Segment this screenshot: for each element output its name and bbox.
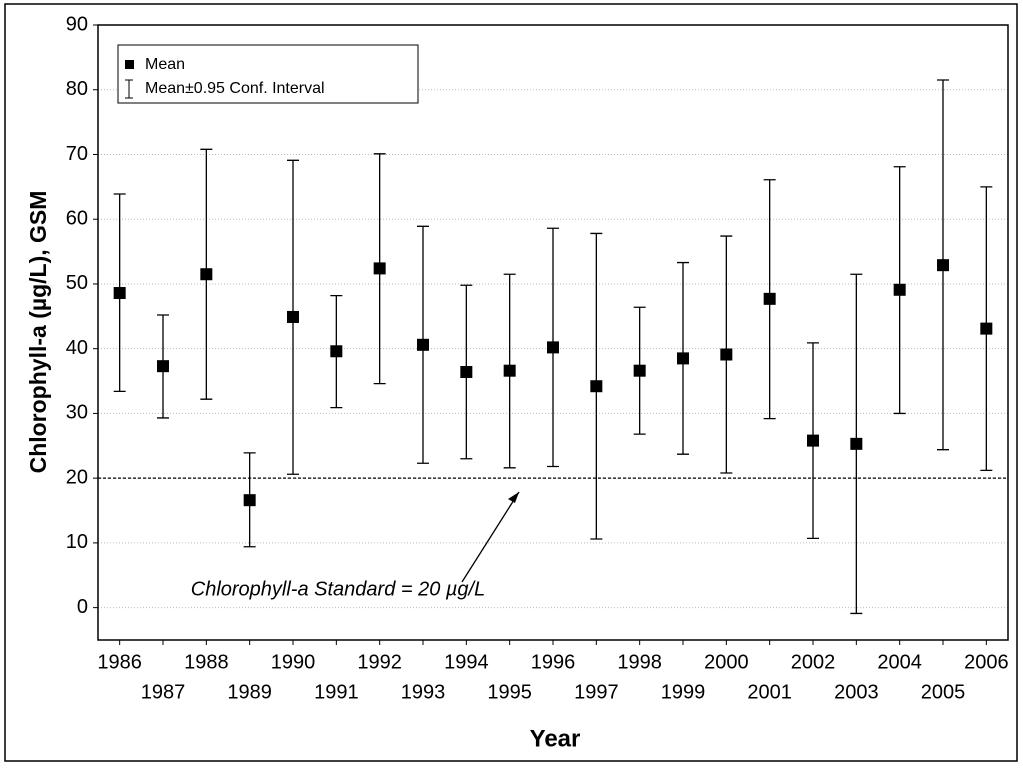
x-tick-label: 1994 bbox=[444, 651, 489, 673]
mean-marker bbox=[807, 434, 819, 447]
x-tick-label: 1998 bbox=[617, 651, 662, 673]
frame bbox=[4, 3, 1018, 762]
y-tick-label: 90 bbox=[66, 13, 88, 35]
annotation: Chlorophyll-a Standard = 20 µg/L bbox=[191, 578, 485, 600]
y-tick-label: 20 bbox=[66, 466, 88, 488]
x-tick-label: 2001 bbox=[747, 681, 792, 703]
mean-marker bbox=[763, 292, 776, 305]
x-tick-label: 1989 bbox=[227, 681, 272, 703]
mean-marker bbox=[720, 348, 733, 361]
x-tick-label: 2005 bbox=[921, 681, 966, 703]
mean-marker bbox=[113, 287, 126, 300]
x-tick-label: 1997 bbox=[574, 681, 619, 703]
legend bbox=[117, 44, 419, 104]
mean-marker bbox=[547, 341, 559, 354]
y-tick-label: 60 bbox=[66, 207, 88, 229]
y-tick-label: 10 bbox=[66, 531, 88, 553]
x-tick-label: 2000 bbox=[704, 651, 749, 673]
y-tick-label: 0 bbox=[77, 596, 88, 618]
y-tick-label: 70 bbox=[66, 143, 88, 165]
y-tick-label: 30 bbox=[66, 402, 88, 424]
y-axis-title: Chlorophyll-a (µg/L), GSM bbox=[25, 191, 51, 474]
x-tick-label: 1988 bbox=[184, 651, 229, 673]
x-tick-label: 2006 bbox=[964, 651, 1009, 673]
mean-marker bbox=[677, 352, 689, 365]
arrow-head bbox=[508, 492, 519, 503]
mean-marker bbox=[243, 494, 256, 507]
mean-marker bbox=[373, 262, 386, 275]
x-tick-label: 2002 bbox=[791, 651, 836, 673]
legend-marker bbox=[125, 60, 134, 69]
x-tick-label: 1996 bbox=[531, 651, 576, 673]
mean-marker bbox=[893, 283, 906, 296]
y-tick-label: 50 bbox=[66, 272, 88, 294]
legend-label: Mean bbox=[145, 56, 185, 73]
annotation-arrow bbox=[461, 491, 520, 583]
x-tick-label: 1992 bbox=[357, 651, 402, 673]
mean-marker bbox=[287, 310, 299, 323]
mean-marker bbox=[460, 365, 473, 378]
x-tick-label: 1993 bbox=[401, 681, 446, 703]
mean-marker bbox=[937, 259, 949, 272]
x-tick-label: 1991 bbox=[314, 681, 359, 703]
x-tick-label: 1995 bbox=[487, 681, 532, 703]
legend-label: Mean±0.95 Conf. Interval bbox=[145, 80, 325, 97]
x-tick-label: 1999 bbox=[661, 681, 706, 703]
x-axis-title: Year bbox=[530, 725, 581, 752]
mean-marker bbox=[417, 338, 429, 351]
x-tick-label: 2003 bbox=[834, 681, 879, 703]
mean-marker bbox=[503, 364, 516, 377]
x-tick-label: 1987 bbox=[141, 681, 186, 703]
legend-errorbar bbox=[125, 79, 133, 99]
x-tick-label: 2004 bbox=[877, 651, 922, 673]
x-tick-label: 1990 bbox=[271, 651, 316, 673]
mean-marker bbox=[157, 360, 169, 373]
y-tick-label: 80 bbox=[66, 78, 88, 100]
mean-marker bbox=[590, 380, 603, 393]
mean-marker bbox=[330, 345, 343, 358]
x-tick-label: 1986 bbox=[97, 651, 142, 673]
y-tick-label: 40 bbox=[66, 337, 88, 359]
mean-marker bbox=[633, 364, 646, 377]
mean-marker bbox=[980, 322, 993, 335]
mean-marker bbox=[200, 268, 213, 281]
mean-marker bbox=[850, 437, 863, 450]
